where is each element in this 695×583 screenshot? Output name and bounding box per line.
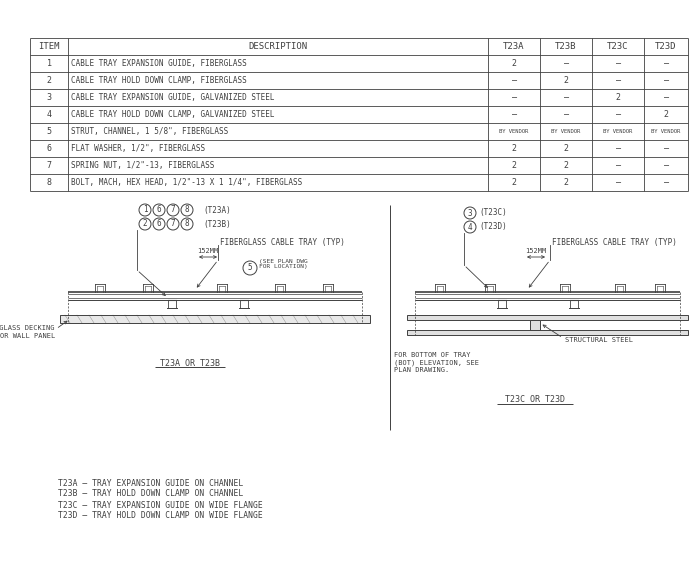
Text: 7: 7	[171, 205, 175, 215]
FancyBboxPatch shape	[530, 320, 540, 330]
Text: (T23C): (T23C)	[479, 209, 507, 217]
Text: —: —	[512, 93, 516, 102]
Text: FOR BOTTOM OF TRAY
(BOT) ELEVATION, SEE
PLAN DRAWING.: FOR BOTTOM OF TRAY (BOT) ELEVATION, SEE …	[394, 352, 479, 373]
Text: T23A OR T23B: T23A OR T23B	[160, 359, 220, 367]
Text: 2: 2	[512, 59, 516, 68]
Text: —: —	[664, 161, 669, 170]
Text: T23B – TRAY HOLD DOWN CLAMP ON CHANNEL: T23B – TRAY HOLD DOWN CLAMP ON CHANNEL	[58, 490, 243, 498]
Text: —: —	[616, 161, 621, 170]
Text: T23D: T23D	[655, 42, 677, 51]
Text: 8: 8	[185, 205, 189, 215]
Text: BY VENDOR: BY VENDOR	[651, 129, 680, 134]
Text: 2: 2	[142, 220, 147, 229]
Text: 3: 3	[468, 209, 473, 217]
Text: STRUCTURAL STEEL: STRUCTURAL STEEL	[565, 337, 633, 343]
Text: BY VENDOR: BY VENDOR	[551, 129, 580, 134]
Text: —: —	[616, 76, 621, 85]
Text: FIBERGLASS CABLE TRAY (TYP): FIBERGLASS CABLE TRAY (TYP)	[552, 237, 677, 247]
Text: 1: 1	[47, 59, 51, 68]
Text: 3: 3	[47, 93, 51, 102]
Text: BOLT, MACH, HEX HEAD, 1/2"-13 X 1 1/4", FIBERGLASS: BOLT, MACH, HEX HEAD, 1/2"-13 X 1 1/4", …	[71, 178, 302, 187]
Text: 7: 7	[47, 161, 51, 170]
Text: 2: 2	[564, 76, 569, 85]
Text: CABLE TRAY HOLD DOWN CLAMP, GALVANIZED STEEL: CABLE TRAY HOLD DOWN CLAMP, GALVANIZED S…	[71, 110, 275, 119]
Text: —: —	[564, 93, 569, 102]
Text: 7: 7	[171, 220, 175, 229]
Text: T23D – TRAY HOLD DOWN CLAMP ON WIDE FLANGE: T23D – TRAY HOLD DOWN CLAMP ON WIDE FLAN…	[58, 511, 263, 521]
Text: 2: 2	[47, 76, 51, 85]
Text: 6: 6	[156, 220, 161, 229]
Text: 1: 1	[142, 205, 147, 215]
Text: —: —	[616, 144, 621, 153]
Text: 2: 2	[616, 93, 621, 102]
Text: FIBERGLASS DECKING
OR WALL PANEL: FIBERGLASS DECKING OR WALL PANEL	[0, 325, 55, 339]
Text: DESCRIPTION: DESCRIPTION	[248, 42, 308, 51]
Text: (SEE PLAN DWG
FOR LOCATION): (SEE PLAN DWG FOR LOCATION)	[259, 259, 308, 269]
Text: CABLE TRAY HOLD DOWN CLAMP, FIBERGLASS: CABLE TRAY HOLD DOWN CLAMP, FIBERGLASS	[71, 76, 247, 85]
Text: —: —	[616, 59, 621, 68]
Text: T23A: T23A	[503, 42, 525, 51]
Text: FLAT WASHER, 1/2", FIBERGLASS: FLAT WASHER, 1/2", FIBERGLASS	[71, 144, 205, 153]
Text: 152MM: 152MM	[525, 248, 547, 254]
Text: 2: 2	[664, 110, 669, 119]
Text: 2: 2	[564, 144, 569, 153]
Text: (T23A): (T23A)	[203, 205, 231, 215]
Text: T23C OR T23D: T23C OR T23D	[505, 395, 565, 405]
Text: 6: 6	[156, 205, 161, 215]
Text: 4: 4	[47, 110, 51, 119]
Text: ITEM: ITEM	[38, 42, 60, 51]
Text: —: —	[564, 59, 569, 68]
Text: SPRING NUT, 1/2"-13, FIBERGLASS: SPRING NUT, 1/2"-13, FIBERGLASS	[71, 161, 214, 170]
Text: 8: 8	[47, 178, 51, 187]
Text: T23B: T23B	[555, 42, 577, 51]
Text: 2: 2	[564, 178, 569, 187]
Text: 2: 2	[512, 161, 516, 170]
Text: —: —	[664, 93, 669, 102]
Text: T23C: T23C	[607, 42, 629, 51]
Text: CABLE TRAY EXPANSION GUIDE, GALVANIZED STEEL: CABLE TRAY EXPANSION GUIDE, GALVANIZED S…	[71, 93, 275, 102]
Text: 2: 2	[512, 144, 516, 153]
Text: T23C – TRAY EXPANSION GUIDE ON WIDE FLANGE: T23C – TRAY EXPANSION GUIDE ON WIDE FLAN…	[58, 500, 263, 510]
FancyBboxPatch shape	[407, 315, 688, 320]
Text: 6: 6	[47, 144, 51, 153]
Text: (T23D): (T23D)	[479, 223, 507, 231]
Text: 8: 8	[185, 220, 189, 229]
Text: —: —	[512, 76, 516, 85]
Text: FIBERGLASS CABLE TRAY (TYP): FIBERGLASS CABLE TRAY (TYP)	[220, 237, 345, 247]
Text: —: —	[616, 110, 621, 119]
FancyBboxPatch shape	[407, 330, 688, 335]
Text: STRUT, CHANNEL, 1 5/8", FIBERGLASS: STRUT, CHANNEL, 1 5/8", FIBERGLASS	[71, 127, 228, 136]
Text: —: —	[616, 178, 621, 187]
Text: CABLE TRAY EXPANSION GUIDE, FIBERGLASS: CABLE TRAY EXPANSION GUIDE, FIBERGLASS	[71, 59, 247, 68]
Text: 5: 5	[247, 264, 252, 272]
Text: (T23B): (T23B)	[203, 220, 231, 229]
Text: —: —	[664, 144, 669, 153]
Text: 2: 2	[512, 178, 516, 187]
Text: 5: 5	[47, 127, 51, 136]
Text: —: —	[664, 59, 669, 68]
Text: —: —	[512, 110, 516, 119]
Text: 4: 4	[468, 223, 473, 231]
Text: BY VENDOR: BY VENDOR	[500, 129, 529, 134]
Text: 152MM: 152MM	[197, 248, 219, 254]
Text: —: —	[564, 110, 569, 119]
FancyBboxPatch shape	[60, 315, 370, 323]
Text: 2: 2	[564, 161, 569, 170]
Text: BY VENDOR: BY VENDOR	[603, 129, 632, 134]
Text: —: —	[664, 178, 669, 187]
Text: T23A – TRAY EXPANSION GUIDE ON CHANNEL: T23A – TRAY EXPANSION GUIDE ON CHANNEL	[58, 479, 243, 487]
Text: —: —	[664, 76, 669, 85]
